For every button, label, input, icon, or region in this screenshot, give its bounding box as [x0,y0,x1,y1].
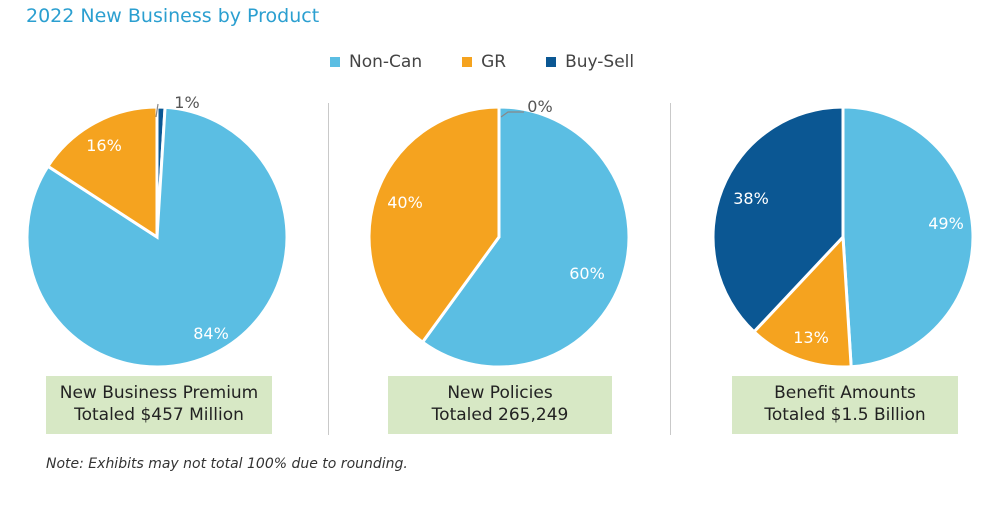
pie-2-slice-buy-sell [711,105,845,334]
legend-swatch-non-can [330,57,340,67]
legend-item-gr: GR [462,52,506,72]
footnote: Note: Exhibits may not total 100% due to… [46,456,408,472]
caption-benefits-title: Benefit Amounts [774,383,916,403]
caption-policies: New Policies Totaled 265,249 [388,376,612,434]
legend: Non-Can GR Buy-Sell [330,52,634,72]
pie-2-label-buy-sell: 38% [733,189,769,208]
pie-1-leader-line [500,111,524,118]
pie-2-slice-gr [751,233,853,369]
pie-1-slice-non-can [420,105,631,369]
caption-premium-title: New Business Premium [59,383,259,403]
pie-0-label-gr: 16% [86,136,122,155]
legend-label-gr: GR [481,52,507,72]
pie-2-label-non-can: 49% [928,214,964,233]
pie-0-leader-line [155,103,159,118]
caption-benefits-subtitle: Totaled $1.5 Billion [764,405,926,425]
caption-premium-subtitle: Totaled $457 Million [74,405,244,425]
caption-policies-title: New Policies [447,383,553,403]
caption-benefits: Benefit Amounts Totaled $1.5 Billion [732,376,958,434]
pie-0-label-buy-sell: 1% [174,93,199,112]
pie-0-slice-gr [45,105,159,240]
legend-item-buy-sell: Buy-Sell [546,52,634,72]
pie-0-label-non-can: 84% [193,324,229,343]
legend-swatch-gr [462,57,473,67]
divider-left [328,103,329,435]
pie-2-label-gr: 13% [793,328,829,347]
caption-premium: New Business Premium Totaled $457 Millio… [46,376,272,434]
legend-label-non-can: Non-Can [349,52,423,72]
divider-right [670,103,671,435]
legend-item-non-can: Non-Can [330,52,422,72]
pie-1-label-buy-sell: 0% [527,97,552,116]
legend-swatch-buy-sell [546,57,557,67]
pie-2-slice-non-can [841,105,975,369]
pie-1-label-gr: 40% [387,193,423,212]
pie-1-label-non-can: 60% [569,264,605,283]
pie-1-slice-gr [367,105,501,345]
caption-policies-subtitle: Totaled 265,249 [431,405,569,425]
chart-title: 2022 New Business by Product [26,5,320,27]
legend-label-buy-sell: Buy-Sell [565,52,635,72]
